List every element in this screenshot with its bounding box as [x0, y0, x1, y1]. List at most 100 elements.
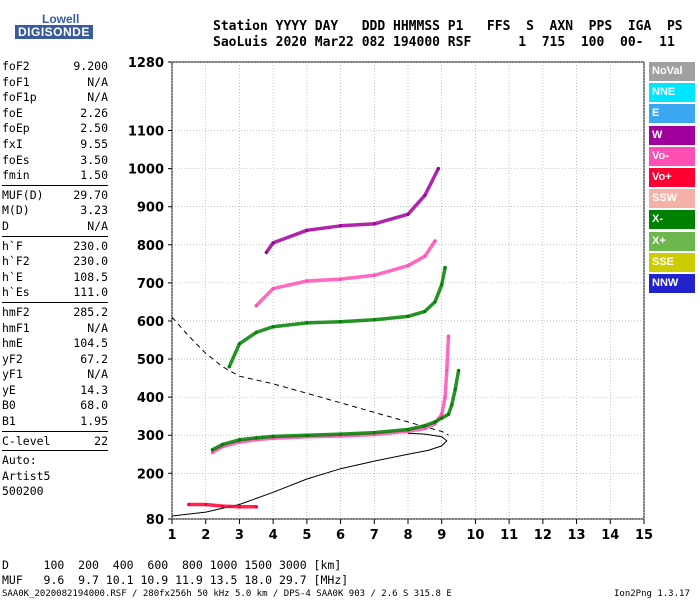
auto-scaling-info: Artist5 [2, 468, 51, 483]
param-row: h`E 108.5 [2, 270, 108, 286]
param-row: yF1 N/A [2, 367, 108, 383]
param-row: B0 68.0 [2, 398, 108, 414]
trace-F2-extraordinary [210, 368, 461, 452]
param-value: 22 [94, 433, 108, 448]
trace-point [305, 279, 309, 283]
legend-item: SSW [649, 189, 695, 209]
trace-point [456, 368, 461, 373]
legend-item: Vo- [649, 146, 695, 166]
param-value: 3.23 [80, 203, 108, 218]
param-label: hmE [2, 336, 23, 351]
param-value: 9.55 [80, 136, 108, 151]
param-row: hmE 104.5 [2, 336, 108, 352]
trace-point [254, 330, 258, 334]
y-tick-label: 800 [137, 239, 164, 254]
param-row: foF1p N/A [2, 90, 108, 106]
y-tick-label: 700 [137, 277, 164, 292]
legend-item: W [649, 125, 695, 145]
trace-point [271, 434, 275, 438]
logo-digisonde-text: DIGISONDE [15, 25, 93, 39]
param-row: foF1 N/A [2, 75, 108, 91]
trace-point [254, 436, 258, 440]
trace-point [372, 318, 376, 322]
param-value: 29.70 [73, 187, 108, 202]
trace-point [305, 321, 309, 325]
trace-point [443, 395, 447, 399]
footer-muf-row: MUF 9.6 9.7 10.1 10.9 11.9 13.5 18.0 29.… [2, 573, 349, 587]
param-label: D [2, 218, 9, 233]
legend-item: NoVal [649, 62, 695, 81]
param-label: fxI [2, 136, 23, 151]
digisonde-logo: Lowell DIGISONDE [2, 2, 93, 42]
trace-point [227, 365, 231, 369]
y-tick-label: 900 [137, 201, 164, 216]
auto-scaling-info: Auto: [2, 453, 37, 468]
param-label: MUF(D) [2, 187, 44, 202]
param-row: fmin 1.50 [2, 168, 108, 184]
param-row: h`F 230.0 [2, 239, 108, 255]
trace-point [433, 420, 437, 424]
param-value: 111.0 [73, 285, 108, 300]
y-tick-label: 80 [146, 513, 164, 528]
param-label: B1 [2, 414, 16, 429]
param-row: h`Es 111.0 [2, 285, 108, 301]
trace-point [440, 283, 444, 287]
param-row: M(D) 3.23 [2, 203, 108, 219]
header-values: SaoLuis 2020 Mar22 082 194000 RSF 1 715 … [213, 35, 675, 50]
trace-point [453, 387, 457, 392]
param-label: hmF1 [2, 320, 30, 335]
param-label: foF2 [2, 59, 30, 73]
y-tick-label: 500 [137, 353, 164, 368]
param-row: B1 1.95 [2, 414, 108, 430]
trace-point [271, 286, 275, 291]
trace-point [338, 320, 343, 324]
param-row: h`F2 230.0 [2, 254, 108, 270]
param-label: foE [2, 105, 23, 120]
y-tick-label: 1100 [128, 125, 164, 140]
trace-point [372, 273, 376, 277]
trace-point [406, 212, 410, 216]
trace-point [338, 432, 343, 436]
header-columns: Station YYYY DAY DDD HHMMSS P1 FFS S AXN… [213, 19, 683, 34]
trace-point [264, 250, 268, 255]
x-tick-label: 1 [167, 528, 176, 543]
trace-point [220, 442, 225, 446]
trace-point [210, 448, 215, 452]
y-tick-label: 300 [137, 429, 164, 444]
param-value: 68.0 [80, 398, 108, 413]
trace-point [271, 241, 275, 245]
station-header: Station YYYY DAY DDD HHMMSS P1 FFS S AXN… [213, 19, 683, 51]
legend-item: Vo+ [649, 167, 695, 187]
trace-point [220, 504, 225, 508]
param-row: foF2 9.200 [2, 59, 108, 75]
y-tick-label: 1280 [128, 56, 164, 71]
trace-point [445, 368, 449, 373]
param-value: 2.26 [80, 105, 108, 120]
trace-point [271, 325, 275, 329]
param-separator [2, 450, 108, 452]
trace-point [443, 266, 447, 270]
param-value: 1.50 [80, 168, 108, 183]
param-separator [2, 301, 108, 303]
trace-point [372, 430, 376, 435]
trace-point [237, 505, 242, 509]
param-label: yF2 [2, 351, 23, 366]
trace-point [338, 277, 343, 281]
param-row: foEp 2.50 [2, 121, 108, 137]
param-value: 104.5 [73, 336, 108, 351]
param-label: B0 [2, 398, 16, 413]
logo-lowell-text: Lowell [42, 12, 80, 26]
param-separator [2, 184, 108, 186]
x-tick-label: 3 [235, 528, 244, 543]
param-label: fmin [2, 168, 30, 183]
param-row: foEs 3.50 [2, 153, 108, 169]
param-label: yF1 [2, 367, 23, 382]
polarization-legend: NoVal NNE E W Vo- Vo+ SSW X- X+ SSE NNW [649, 62, 695, 295]
legend-item: X+ [649, 231, 695, 251]
x-tick-label: 4 [269, 528, 278, 543]
param-separator [2, 430, 108, 432]
param-value: 2.50 [80, 121, 108, 136]
trace-point [305, 433, 309, 437]
x-tick-label: 11 [500, 528, 518, 543]
